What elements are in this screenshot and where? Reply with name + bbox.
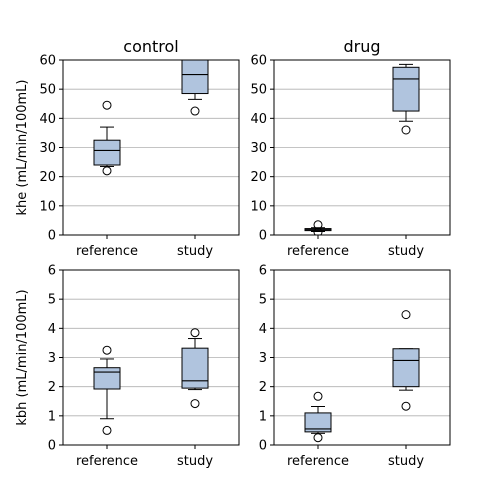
reference-box [304,412,332,433]
x-tick-label: study [177,454,213,469]
x-tick-label: study [177,244,213,259]
y-tick-label: 0 [259,439,267,454]
y-axis-title: kbh (mL/min/100mL) [15,289,30,425]
box-group [304,63,420,235]
study-box [181,347,209,389]
y-tick-label: 2 [259,380,267,395]
study-outlier [401,310,411,320]
x-tick-label: reference [287,244,349,259]
y-tick-label: 20 [250,170,267,185]
reference-outlier [313,220,323,230]
y-tick-label: 2 [48,380,56,395]
y-tick-label: 6 [259,264,267,279]
y-tick-label: 30 [250,141,267,156]
reference-outlier [102,100,112,110]
y-tick-label: 0 [259,229,267,244]
y-tick-label: 0 [48,229,56,244]
x-tick-label: study [388,454,424,469]
y-tick-label: 4 [48,322,56,337]
study-box [181,60,209,95]
y-tick-label: 40 [250,112,267,127]
study-box [392,348,420,388]
y-axis-title: khe (mL/min/100mL) [15,80,30,216]
panel-4: 0 1 2 3 4 5 6 reference study [259,264,451,469]
y-tick-label: 6 [48,264,56,279]
reference-box [93,367,121,390]
y-tick-label: 5 [48,293,56,308]
y-tick-label: 0 [48,439,56,454]
y-tick-label: 1 [259,409,267,424]
box-group [304,310,420,443]
x-tick-label: study [388,244,424,259]
panel-2: 0 10 20 30 40 50 60 reference study drug [250,37,451,259]
box-group [93,328,209,435]
y-tick-label: 60 [39,54,56,69]
x-tick-label: reference [76,244,138,259]
reference-outlier [313,433,323,443]
y-tick-label: 10 [250,199,267,214]
y-tick-label: 4 [259,322,267,337]
panel-title: control [123,37,178,56]
reference-outlier [102,345,112,355]
study-outlier [190,328,200,338]
x-tick-label: reference [287,454,349,469]
panel-3: 0 1 2 3 4 5 6 reference study kbh (mL/min/100mL) [15,264,240,469]
y-tick-label: 50 [250,83,267,98]
y-tick-label: 30 [39,141,56,156]
study-outlier [190,399,200,409]
y-tick-label: 5 [259,293,267,308]
panel-1: 0 10 20 30 40 50 60 reference study control khe (m… [15,37,240,259]
y-tick-label: 40 [39,112,56,127]
y-tick-label: 50 [39,83,56,98]
y-tick-label: 3 [259,351,267,366]
study-outlier [190,106,200,116]
y-tick-label: 3 [48,351,56,366]
study-outlier [401,125,411,135]
y-tick-label: 1 [48,409,56,424]
x-tick-label: reference [76,454,138,469]
reference-outlier [102,425,112,435]
y-tick-label: 10 [39,199,56,214]
y-tick-label: 60 [250,54,267,69]
box-group [93,60,209,176]
reference-outlier [313,391,323,401]
reference-outlier [313,227,323,235]
y-tick-label: 20 [39,170,56,185]
study-outlier [401,401,411,411]
reference-box [93,139,121,166]
study-box [392,66,420,112]
reference-outlier [102,166,112,176]
panel-title: drug [343,37,380,56]
